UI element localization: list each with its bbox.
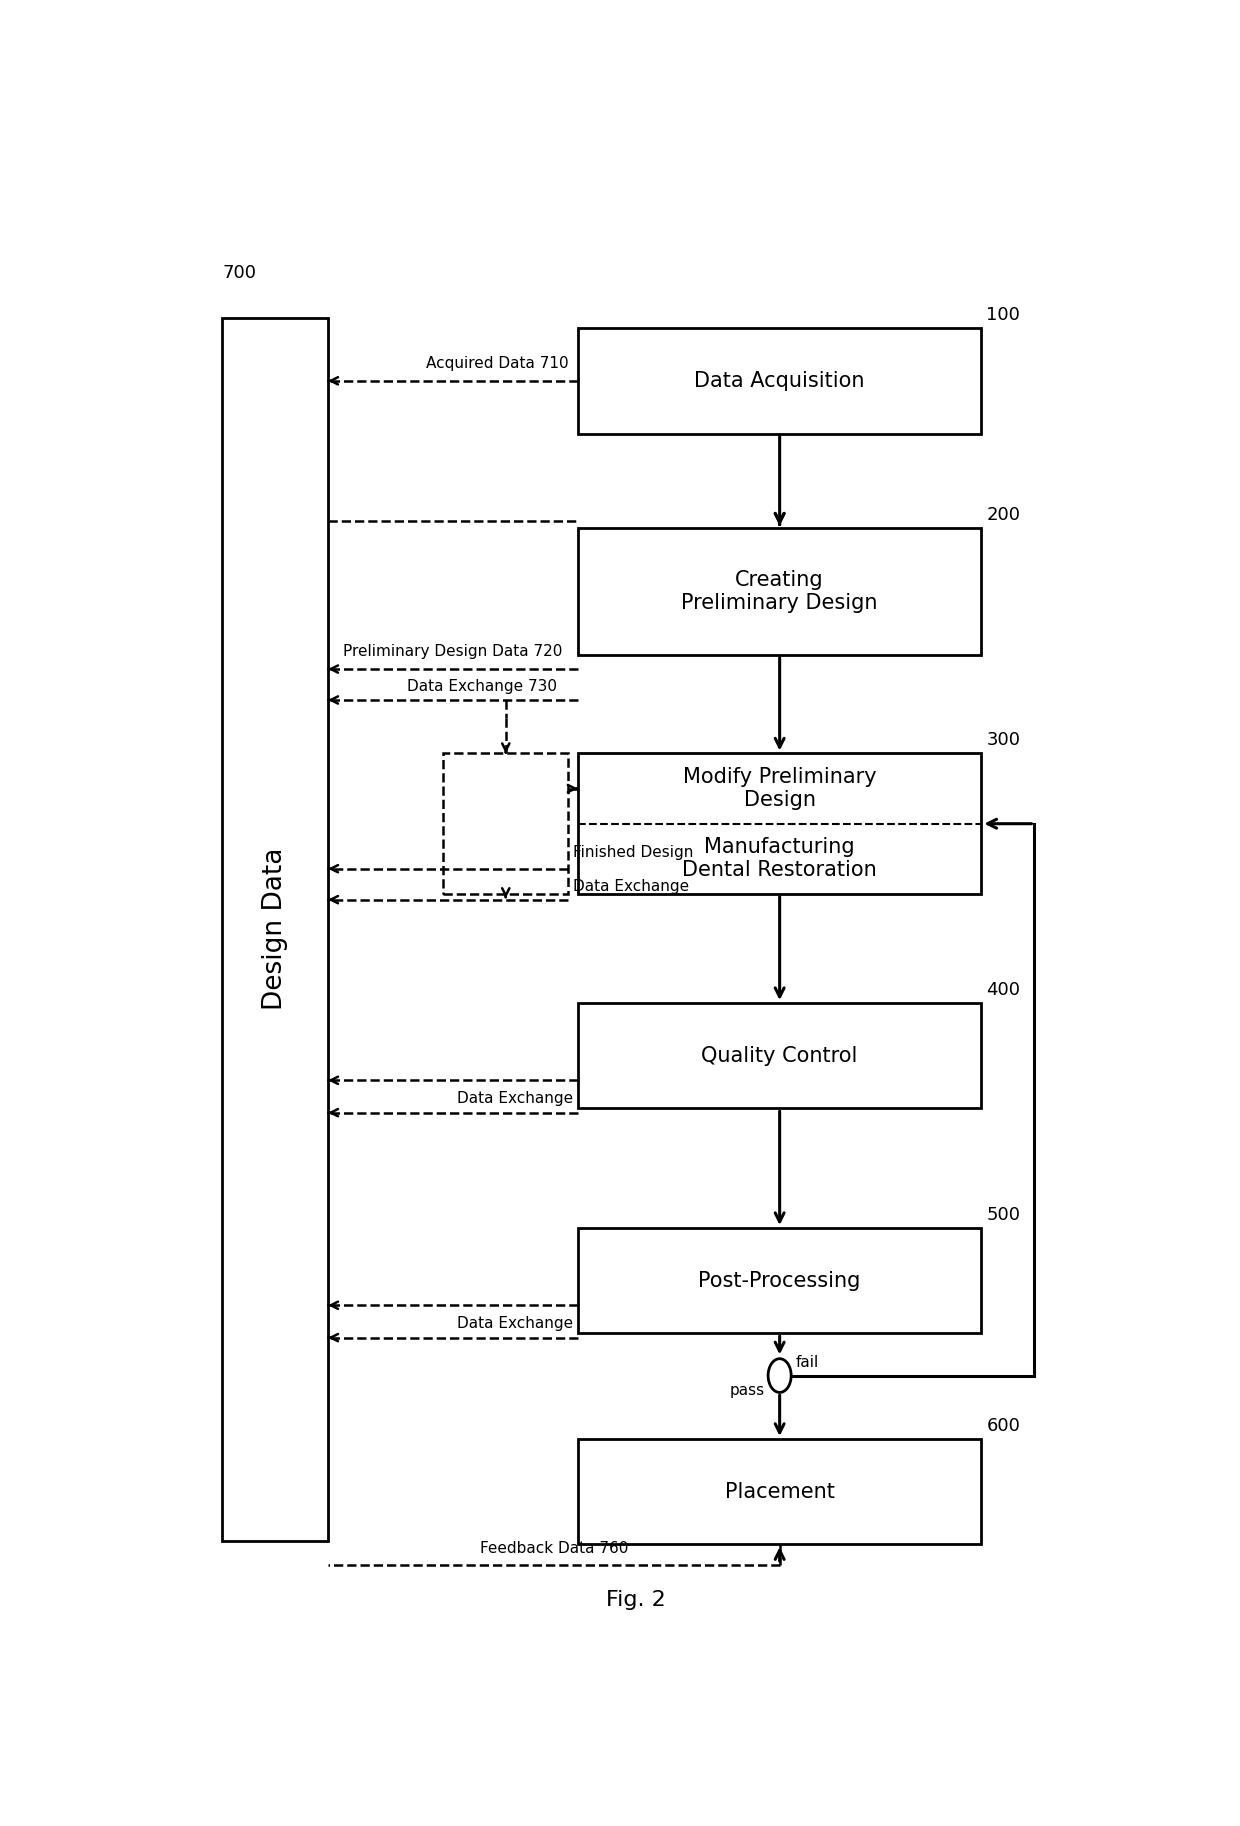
- Text: Data Exchange: Data Exchange: [456, 1090, 573, 1105]
- Text: 500: 500: [986, 1205, 1021, 1223]
- Text: Data Exchange: Data Exchange: [573, 878, 689, 895]
- FancyBboxPatch shape: [578, 1227, 982, 1333]
- Text: 600: 600: [986, 1417, 1021, 1435]
- Text: fail: fail: [796, 1355, 820, 1370]
- Text: 700: 700: [222, 265, 257, 283]
- Text: Finished Design: Finished Design: [573, 845, 693, 860]
- Text: Acquired Data 710: Acquired Data 710: [425, 356, 568, 371]
- Text: Feedback Data 760: Feedback Data 760: [480, 1541, 627, 1556]
- Text: Placement: Placement: [724, 1481, 835, 1501]
- Text: Modify Preliminary
Design: Modify Preliminary Design: [683, 767, 877, 811]
- FancyBboxPatch shape: [578, 329, 982, 433]
- Text: Data Exchange 730: Data Exchange 730: [407, 679, 557, 694]
- Text: Preliminary Design Data 720: Preliminary Design Data 720: [343, 645, 563, 659]
- FancyBboxPatch shape: [578, 1002, 982, 1108]
- Text: 100: 100: [986, 307, 1021, 323]
- Text: Fig. 2: Fig. 2: [605, 1590, 666, 1611]
- Text: pass: pass: [730, 1382, 765, 1397]
- FancyBboxPatch shape: [222, 318, 327, 1541]
- Text: Data Acquisition: Data Acquisition: [694, 371, 866, 391]
- FancyBboxPatch shape: [578, 528, 982, 656]
- Text: 300: 300: [986, 730, 1021, 749]
- Text: 200: 200: [986, 506, 1021, 524]
- Text: 400: 400: [986, 981, 1021, 999]
- Text: Quality Control: Quality Control: [702, 1046, 858, 1066]
- Text: Design Data: Design Data: [262, 847, 288, 1010]
- FancyBboxPatch shape: [444, 754, 568, 895]
- FancyBboxPatch shape: [578, 754, 982, 895]
- Text: Data Exchange: Data Exchange: [456, 1315, 573, 1331]
- Text: Creating
Preliminary Design: Creating Preliminary Design: [682, 570, 878, 614]
- Text: Manufacturing
Dental Restoration: Manufacturing Dental Restoration: [682, 838, 877, 880]
- Text: Post-Processing: Post-Processing: [698, 1271, 861, 1291]
- FancyBboxPatch shape: [578, 1439, 982, 1545]
